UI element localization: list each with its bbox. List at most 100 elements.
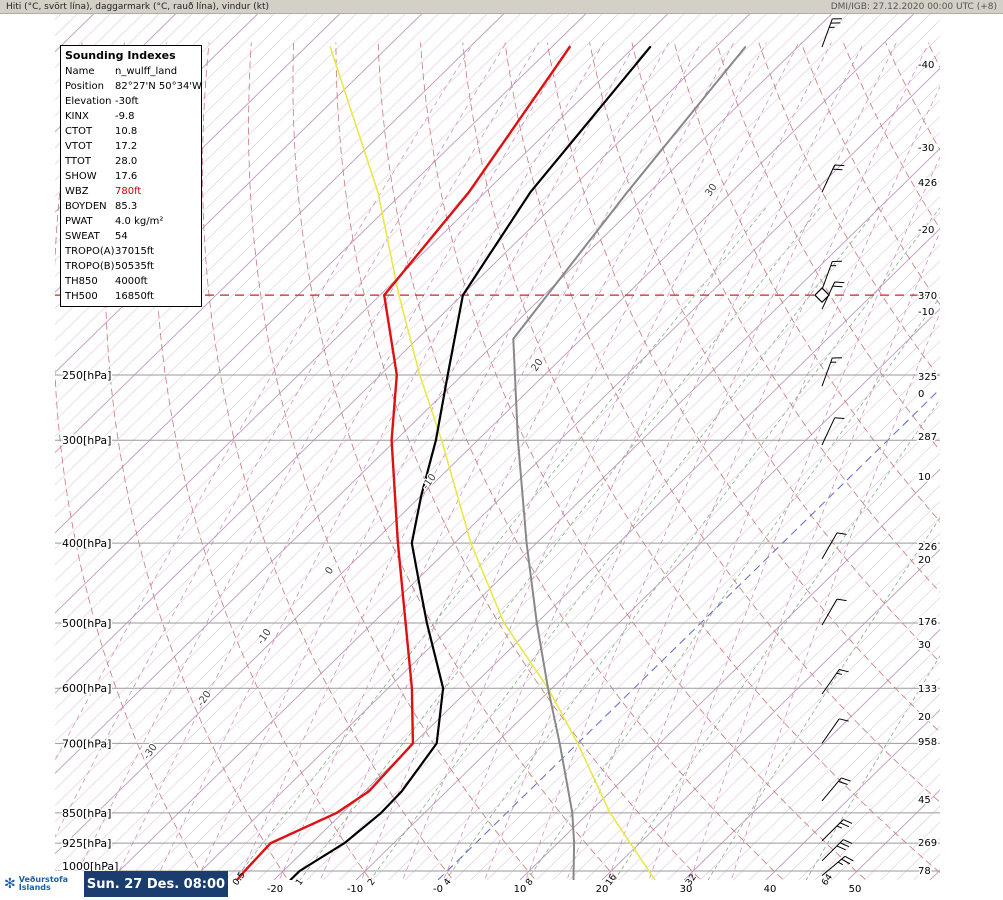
index-row: Name n_wulff_land bbox=[65, 66, 178, 77]
isotherm bbox=[519, 468, 940, 880]
isotherm bbox=[55, 14, 406, 357]
isotherm bbox=[55, 14, 701, 646]
moist-adiabat bbox=[689, 231, 940, 880]
dry-adiabat bbox=[631, 42, 940, 593]
isotherm bbox=[55, 14, 816, 758]
wind-barb bbox=[821, 532, 847, 560]
pressure-label: 925[hPa] bbox=[62, 837, 111, 850]
moist-adiabat bbox=[402, 42, 800, 880]
right-axis-label: -10 bbox=[918, 307, 934, 318]
wind-barb bbox=[821, 855, 854, 876]
isotherm bbox=[470, 420, 940, 880]
pressure-label: 600[hPa] bbox=[62, 682, 111, 695]
isotherm bbox=[55, 14, 61, 21]
isotherm bbox=[372, 324, 940, 880]
mixing-ratio-label: 8 bbox=[524, 877, 536, 888]
index-row: WBZ 780ft bbox=[65, 186, 142, 197]
moist-adiabat bbox=[361, 42, 767, 880]
isotherm bbox=[290, 244, 940, 880]
temp-axis-label: 50 bbox=[849, 884, 862, 895]
index-row: TROPO(B) 50535ft bbox=[65, 261, 155, 272]
isotherm bbox=[55, 14, 881, 822]
isotherm bbox=[55, 14, 553, 502]
isotherm bbox=[306, 260, 940, 880]
index-row: SWEAT 54 bbox=[65, 231, 128, 242]
dry-adiabat bbox=[335, 42, 702, 880]
mixing-ratio-label: 0.5 bbox=[231, 870, 247, 887]
right-axis-label: -20 bbox=[918, 225, 934, 236]
dry-adiabat bbox=[420, 42, 867, 880]
mixing-ratio-line bbox=[234, 207, 767, 880]
pressure-label: 850[hPa] bbox=[62, 807, 111, 820]
dry-adiabat bbox=[377, 42, 784, 880]
right-axis-label: 269 bbox=[918, 838, 937, 849]
isotherm bbox=[55, 14, 357, 309]
isotherm bbox=[55, 14, 635, 582]
dry-adiabat bbox=[504, 42, 940, 803]
dry-adiabat bbox=[546, 42, 940, 733]
isotherm bbox=[77, 35, 940, 880]
isotherm bbox=[634, 581, 940, 880]
isotherm bbox=[601, 548, 940, 880]
moist-adiabat bbox=[484, 42, 865, 880]
mixing-ratio-line bbox=[614, 398, 940, 880]
isotherm bbox=[55, 14, 521, 470]
isotherm bbox=[569, 517, 940, 880]
temp-axis-label: 30 bbox=[680, 884, 693, 895]
moist-adiabat bbox=[648, 156, 940, 880]
wind-barb bbox=[821, 718, 849, 744]
right-axis-label: 45 bbox=[918, 795, 931, 806]
dry-adiabat bbox=[716, 42, 940, 452]
isotherm bbox=[55, 14, 783, 726]
wind-barb bbox=[821, 819, 853, 842]
isotherm bbox=[716, 661, 940, 880]
mixing-ratio-label: 1 bbox=[294, 877, 305, 887]
wind-barb bbox=[821, 260, 842, 290]
isotherm bbox=[273, 228, 940, 880]
isotherm bbox=[55, 14, 586, 534]
index-row: Elevation -30ft bbox=[65, 96, 139, 107]
isotherm bbox=[55, 14, 750, 694]
isotherm bbox=[55, 14, 439, 389]
isotherm bbox=[241, 196, 940, 880]
isotherm bbox=[585, 533, 940, 880]
pressure-label: 500[hPa] bbox=[62, 617, 111, 630]
index-row: PWAT 4.0 kg/m² bbox=[65, 216, 164, 227]
footer-logo: ✻ Veðurstofa Íslands bbox=[0, 871, 84, 897]
moist-adiabat bbox=[566, 42, 930, 880]
right-axis-label: -30 bbox=[918, 143, 934, 154]
right-axis-label: 426 bbox=[918, 178, 937, 189]
datetime-bar: Sun. 27 Des. 08:00 bbox=[84, 871, 228, 897]
isotherm bbox=[323, 276, 940, 880]
dry-adiabat bbox=[673, 42, 940, 523]
isotherm bbox=[208, 164, 940, 880]
index-row: Position 82°27'N 50°34'W bbox=[65, 81, 202, 92]
right-axis-label: 176 bbox=[918, 617, 937, 628]
wind-barb bbox=[821, 417, 845, 446]
isotherm bbox=[55, 14, 668, 614]
moist-adiabat bbox=[155, 42, 605, 880]
isotherm bbox=[55, 14, 455, 405]
moist-adiabat bbox=[73, 42, 539, 880]
isotherm bbox=[55, 14, 865, 806]
isotherm bbox=[191, 147, 940, 880]
dry-adiabat bbox=[292, 42, 619, 880]
index-row: KINX -9.8 bbox=[65, 111, 135, 122]
moist-adiabat bbox=[237, 42, 670, 880]
adiabat-label: 30 bbox=[703, 182, 719, 199]
wind-barb bbox=[821, 839, 853, 862]
isotherm bbox=[55, 14, 898, 838]
isotherm bbox=[339, 292, 940, 880]
mixing-ratio-label: 4 bbox=[442, 877, 454, 888]
mixing-ratio-label: 2 bbox=[366, 877, 377, 887]
isotherm bbox=[536, 484, 940, 880]
isotherm bbox=[257, 212, 940, 880]
pressure-label: 250[hPa] bbox=[62, 369, 111, 382]
isotherm bbox=[159, 116, 940, 880]
sounding-indexes-rows: Name n_wulff_land Position 82°27'N 50°34'W E… bbox=[61, 64, 202, 304]
right-axis-label: 370 bbox=[918, 291, 937, 302]
isotherm bbox=[55, 14, 717, 662]
panel-title: Sounding Indexes bbox=[65, 49, 176, 62]
index-row: TH850 4000ft bbox=[65, 276, 148, 287]
temp-axis-label: 10 bbox=[514, 884, 527, 895]
